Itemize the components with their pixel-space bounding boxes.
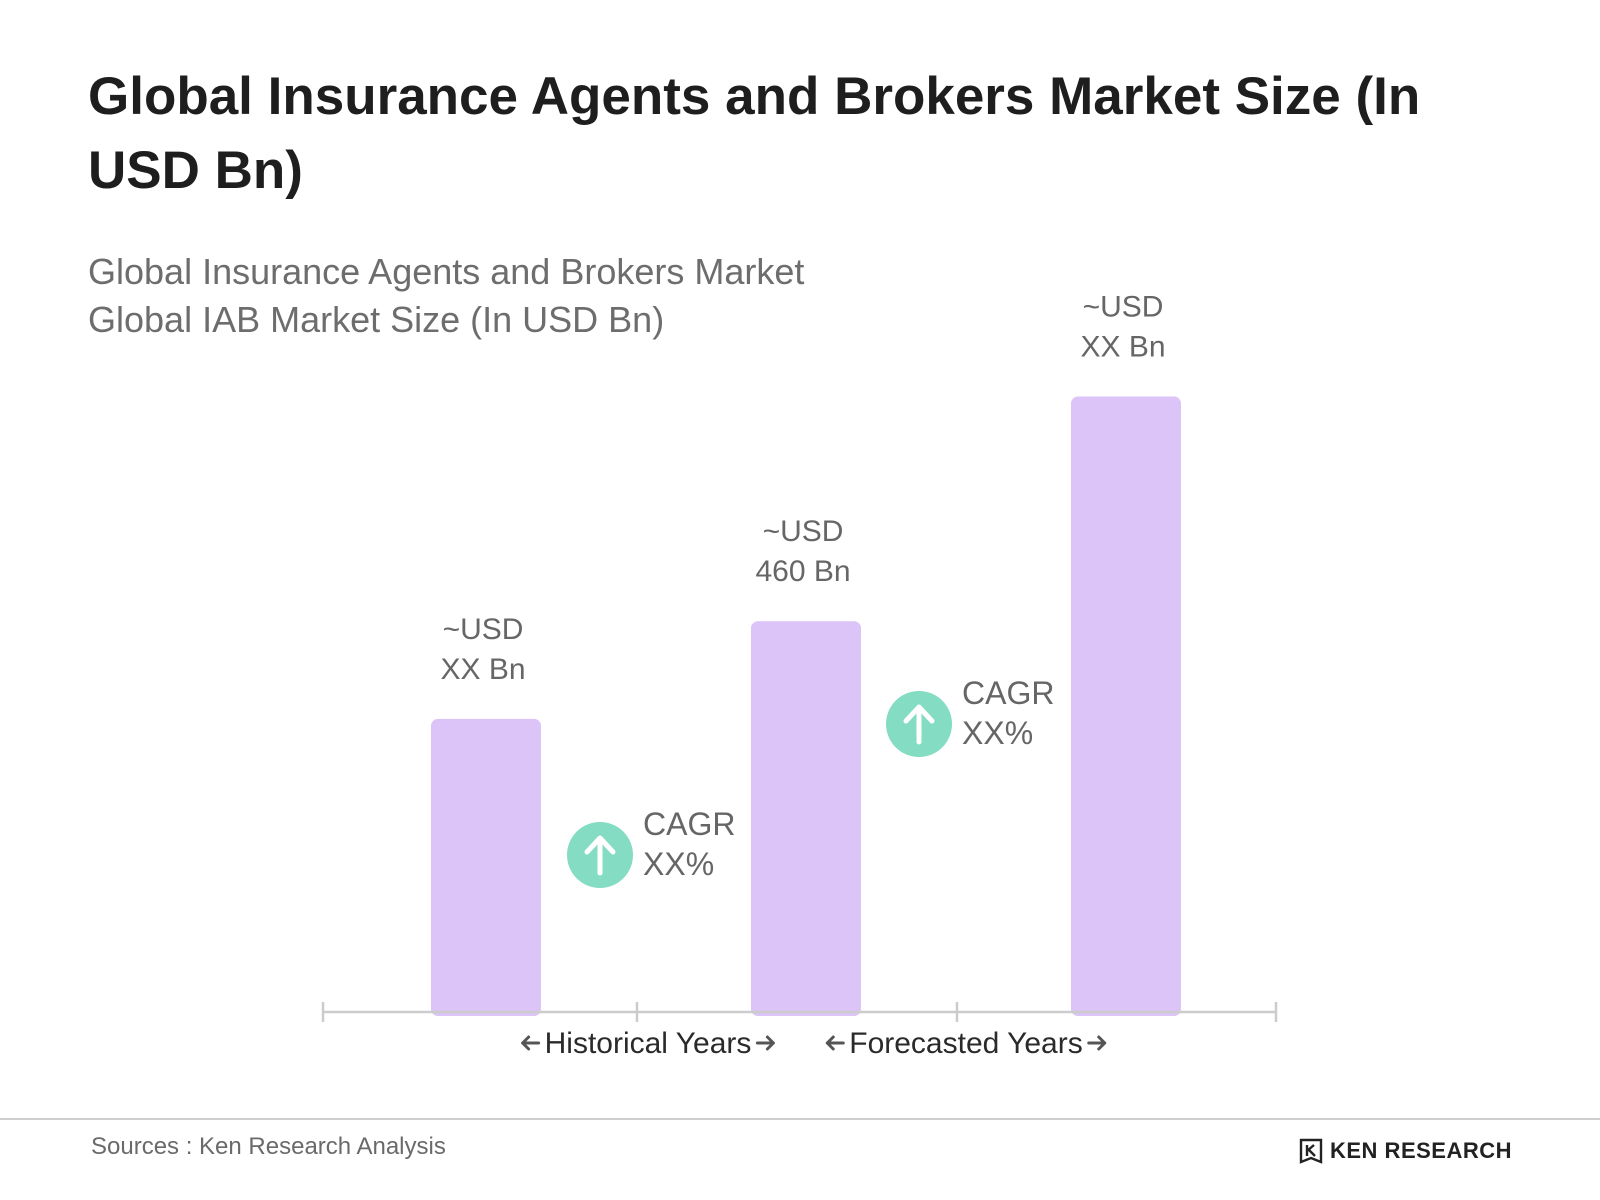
cagr-layer: CAGR XX% CAGR XX% bbox=[567, 675, 1054, 888]
cagr-2-text-line-1: CAGR bbox=[962, 675, 1054, 711]
x-axis: Historical Years Forecasted Years bbox=[321, 1002, 1278, 1060]
bar-1-label-line-1: ~USD bbox=[443, 613, 524, 646]
bar-2-label-line-2: 460 Bn bbox=[755, 555, 850, 588]
cagr-1-text-line-2: XX% bbox=[643, 846, 714, 882]
bar-1 bbox=[431, 718, 541, 1016]
arrow-up-circle-icon bbox=[886, 691, 952, 757]
arrow-right-icon bbox=[1087, 1035, 1107, 1051]
cagr-1-text-line-1: CAGR bbox=[643, 806, 735, 842]
bar-2-label-line-1: ~USD bbox=[763, 515, 844, 548]
brand: KEN RESEARCH bbox=[1298, 1136, 1512, 1166]
chart-subtitle: Global Insurance Agents and Brokers Mark… bbox=[88, 248, 988, 344]
bar-1-label-line-2: XX Bn bbox=[440, 653, 525, 686]
subtitle-line-2: Global IAB Market Size (In USD Bn) bbox=[88, 299, 665, 340]
value-labels-layer: ~USD XX Bn ~USD 460 Bn ~USD XX Bn bbox=[440, 291, 1165, 686]
chart-title: Global Insurance Agents and Brokers Mark… bbox=[88, 67, 1421, 200]
bars-layer bbox=[431, 396, 1181, 1016]
period-label-2: Forecasted Years bbox=[825, 1027, 1107, 1060]
bar-3-label-line-2: XX Bn bbox=[1080, 331, 1165, 364]
footer-divider bbox=[0, 1118, 1600, 1120]
cagr-marker-2: CAGR XX% bbox=[886, 675, 1054, 757]
bar-2 bbox=[751, 621, 861, 1016]
arrow-up-circle-icon bbox=[567, 822, 633, 888]
arrow-right-icon bbox=[755, 1035, 775, 1051]
brand-name: KEN RESEARCH bbox=[1330, 1138, 1513, 1163]
cagr-2-text-line-2: XX% bbox=[962, 715, 1033, 751]
cagr-marker-1: CAGR XX% bbox=[567, 806, 735, 888]
ken-research-logo-icon bbox=[1299, 1138, 1323, 1164]
arrow-left-icon bbox=[521, 1035, 541, 1051]
subtitle-line-1: Global Insurance Agents and Brokers Mark… bbox=[88, 251, 805, 292]
source-note: Sources : Ken Research Analysis bbox=[91, 1133, 446, 1160]
period-label-1-text: Historical Years bbox=[545, 1027, 752, 1060]
bar-3 bbox=[1071, 396, 1181, 1016]
bar-3-label-line-1: ~USD bbox=[1083, 291, 1164, 324]
period-label-1: Historical Years bbox=[521, 1027, 775, 1060]
period-label-2-text: Forecasted Years bbox=[849, 1027, 1082, 1060]
arrow-left-icon bbox=[825, 1035, 845, 1051]
